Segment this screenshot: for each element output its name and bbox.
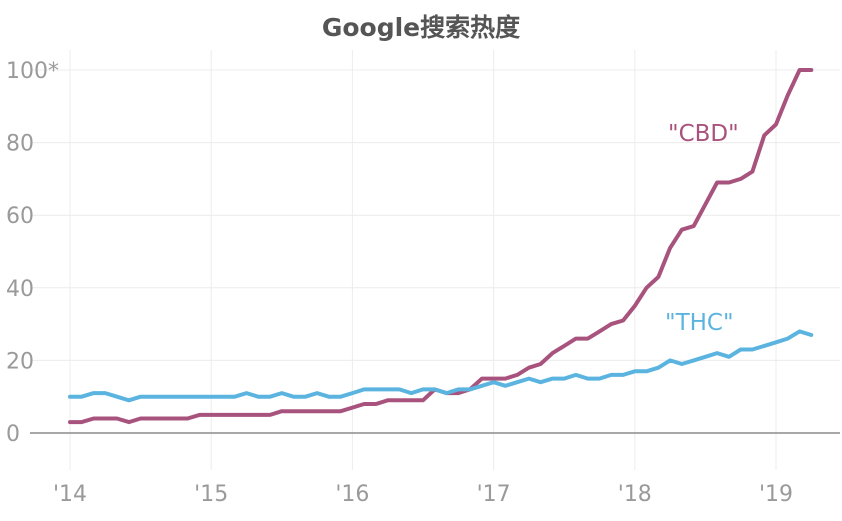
x-tick-label: '19 — [759, 482, 793, 507]
series-label-cbd: "CBD" — [668, 121, 739, 147]
series-label-thc: "THC" — [665, 310, 734, 336]
series-line-1 — [68, 329, 814, 403]
x-tick-label: '18 — [618, 482, 652, 507]
y-tick-label: 20 — [6, 349, 34, 374]
x-axis-ticks: '14 '15 '16 '17 '18 '19 — [53, 482, 793, 507]
series-lines — [68, 68, 814, 425]
x-tick-label: '17 — [477, 482, 511, 507]
y-tick-label: 100* — [6, 59, 59, 84]
grid-lines — [30, 50, 840, 470]
x-tick-label: '14 — [53, 482, 87, 507]
x-tick-label: '16 — [335, 482, 369, 507]
y-tick-label: 40 — [6, 277, 34, 302]
series-labels: "CBD" "THC" — [665, 121, 739, 336]
y-tick-label: 80 — [6, 132, 34, 157]
chart-title: Google搜索热度 — [321, 13, 521, 42]
y-axis-ticks: 0 20 40 60 80 100* — [6, 59, 59, 447]
y-tick-label: 60 — [6, 204, 34, 229]
y-tick-label: 0 — [6, 422, 20, 447]
x-tick-label: '15 — [194, 482, 228, 507]
